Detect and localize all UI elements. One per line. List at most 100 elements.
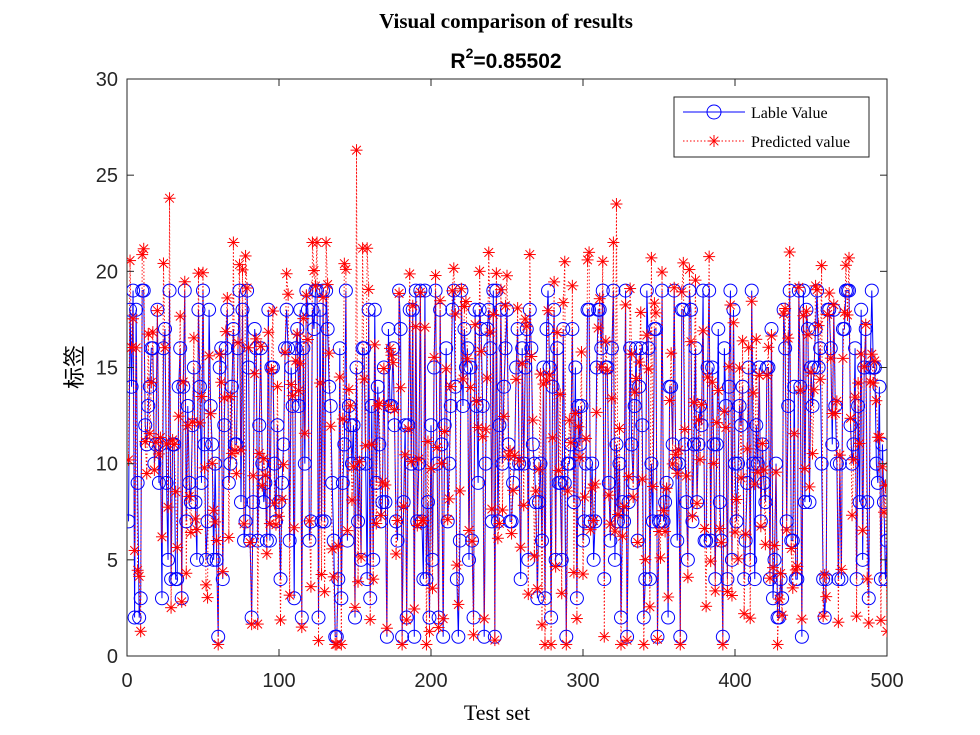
predicted-point xyxy=(786,581,799,594)
predicted-point xyxy=(127,254,137,267)
label-value-point xyxy=(161,552,176,567)
predicted-point xyxy=(698,522,711,535)
predicted-point xyxy=(405,455,418,468)
predicted-point xyxy=(169,485,182,498)
predicted-point xyxy=(396,638,409,651)
predicted-point xyxy=(645,251,658,264)
predicted-point xyxy=(216,565,229,578)
predicted-point xyxy=(792,281,805,294)
label-value-point xyxy=(279,302,294,317)
y-tick-label: 0 xyxy=(107,646,118,668)
predicted-point xyxy=(580,432,593,445)
y-tick-label: 20 xyxy=(96,261,118,283)
predicted-point xyxy=(593,292,606,305)
predicted-point xyxy=(808,383,821,396)
predicted-point xyxy=(855,348,868,361)
label-value-point xyxy=(554,552,569,567)
predicted-point xyxy=(674,638,687,651)
label-value-point xyxy=(741,360,756,375)
label-value-point xyxy=(604,341,619,356)
predicted-point xyxy=(811,283,824,296)
predicted-point xyxy=(712,384,725,397)
label-value-point xyxy=(582,302,597,317)
predicted-point xyxy=(142,328,155,341)
predicted-point xyxy=(833,449,846,462)
label-value-point xyxy=(439,341,454,356)
label-value-point xyxy=(496,379,511,394)
label-value-point xyxy=(428,283,443,298)
label-value-point xyxy=(275,475,290,490)
label-value-point xyxy=(472,302,487,317)
plot-area: 0 100 200 300 400 500 0 5 10 15 20 25 30 xyxy=(96,69,904,692)
predicted-point xyxy=(265,363,278,376)
predicted-point xyxy=(227,236,240,249)
predicted-point xyxy=(829,407,842,420)
label-value-point xyxy=(860,495,875,510)
predicted-point xyxy=(722,360,735,373)
predicted-point xyxy=(499,299,512,312)
predicted-point xyxy=(879,479,887,492)
predicted-point xyxy=(490,267,503,280)
label-value-point xyxy=(852,495,867,510)
predicted-point xyxy=(409,320,422,333)
predicted-point xyxy=(304,580,317,593)
label-value-point xyxy=(562,456,577,471)
predicted-point xyxy=(187,331,200,344)
label-value-point xyxy=(775,591,790,606)
label-value-point xyxy=(816,572,831,587)
label-value-point xyxy=(686,437,701,452)
predicted-point xyxy=(713,522,726,535)
label-value-point xyxy=(424,418,438,433)
predicted-point xyxy=(666,457,679,470)
predicted-point xyxy=(452,598,465,611)
predicted-point xyxy=(618,500,631,513)
predicted-point xyxy=(751,466,764,479)
label-value-point xyxy=(164,572,179,587)
predicted-point xyxy=(510,373,523,386)
predicted-point xyxy=(516,357,529,370)
predicted-point xyxy=(552,464,565,477)
predicted-point xyxy=(444,380,457,393)
predicted-point xyxy=(146,326,159,339)
label-value-point xyxy=(471,475,486,490)
label-value-point xyxy=(332,341,347,356)
predicted-point xyxy=(619,298,632,311)
predicted-point xyxy=(654,551,667,564)
predicted-point xyxy=(847,453,860,466)
predicted-point xyxy=(771,638,784,651)
predicted-point xyxy=(201,591,214,604)
legend: Lable Value Predicted value xyxy=(673,96,870,158)
predicted-point xyxy=(332,540,345,553)
label-value-point xyxy=(609,437,624,452)
predicted-point xyxy=(143,427,156,440)
predicted-point xyxy=(352,575,365,588)
predicted-point xyxy=(347,460,360,473)
label-value-point xyxy=(861,591,876,606)
predicted-point xyxy=(497,410,510,423)
label-value-point xyxy=(525,437,540,452)
predicted-point xyxy=(368,338,381,351)
predicted-point xyxy=(344,399,357,412)
predicted-point xyxy=(881,625,887,638)
predicted-point xyxy=(724,298,737,311)
predicted-point xyxy=(152,447,165,460)
predicted-point xyxy=(551,326,564,339)
predicted-point xyxy=(487,308,500,321)
predicted-point xyxy=(794,384,807,397)
predicted-point xyxy=(171,541,184,554)
label-value-point xyxy=(434,437,449,452)
label-value-point xyxy=(197,437,212,452)
predicted-point xyxy=(256,479,269,492)
predicted-point xyxy=(529,485,542,498)
label-value-point xyxy=(229,437,244,452)
predicted-point xyxy=(250,332,263,345)
predicted-point xyxy=(315,568,328,581)
predicted-point xyxy=(602,489,615,502)
predicted-point xyxy=(578,491,591,504)
label-value-point xyxy=(223,456,238,471)
predicted-point xyxy=(523,248,536,261)
predicted-point xyxy=(733,362,746,375)
predicted-point xyxy=(222,531,235,544)
predicted-point xyxy=(616,530,629,543)
label-value-point xyxy=(711,322,726,337)
